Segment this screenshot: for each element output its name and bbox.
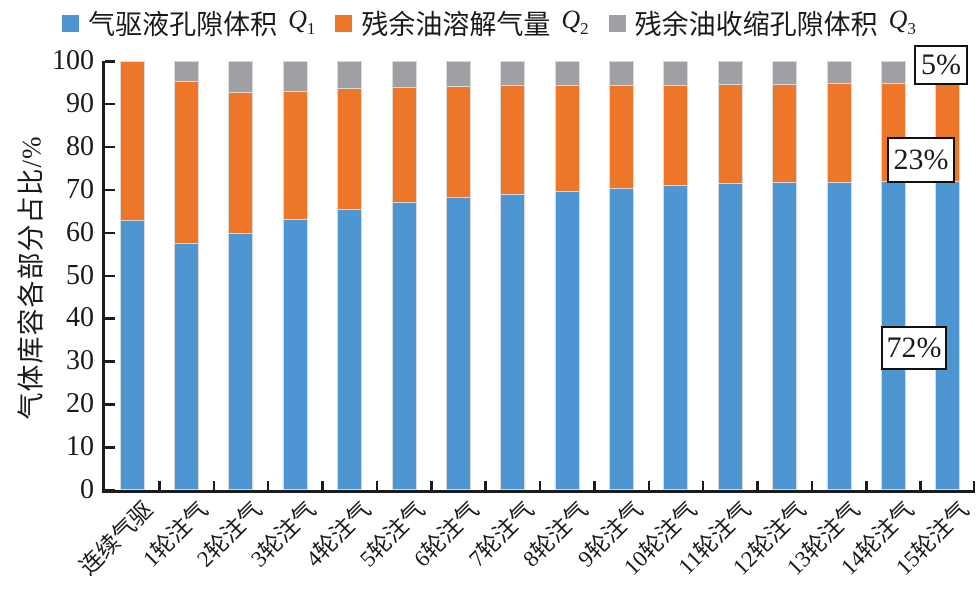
y-axis-tick [105,102,115,106]
bar-segment-series1 [391,201,417,490]
x-axis-tick [375,481,379,490]
legend-label-q1: 气驱液孔隙体积 [88,9,278,40]
x-axis-tick [972,481,975,490]
bar-segment-series2 [282,90,308,220]
x-axis-tick [321,481,324,490]
y-axis-tick [105,60,115,63]
y-axis-tick-label: 30 [66,345,94,377]
legend-symbol-q3: Q3 [888,5,916,38]
x-axis-tick [701,481,705,490]
x-axis-tick [158,481,161,490]
bar-segment-series1 [663,184,689,490]
legend-symbol-q2: Q2 [561,5,589,38]
x-axis-tick [810,481,814,490]
y-axis-tick-label: 90 [66,87,94,119]
bar-segment-series3 [663,61,689,86]
x-axis-tick [212,481,215,490]
bar-segment-series1 [445,197,471,490]
x-axis-tick [538,481,542,490]
legend-swatch-q2-icon [335,14,353,32]
y-axis-tick [105,188,115,192]
bar-segment-series2 [772,83,798,183]
bar-segment-series2 [337,88,363,211]
plot-area [102,60,975,493]
bar-segment-series1 [717,183,743,490]
legend-item-q1: 气驱液孔隙体积 Q1 [62,3,315,42]
bar-segment-series1 [119,219,145,490]
bar-segment-series2 [609,84,635,189]
legend: 气驱液孔隙体积 Q1 残余油溶解气量 Q2 残余油收缩孔隙体积 Q3 [0,4,978,40]
bar-segment-series3 [282,61,308,92]
bar-segment-series1 [609,187,635,490]
bar-segment-series2 [119,61,145,221]
y-axis-tick [105,274,115,277]
legend-label-q3: 残余油收缩孔隙体积 [634,9,878,40]
bar-segment-series1 [826,181,852,490]
bar-segment-series3 [717,61,743,86]
y-axis-tick-label: 10 [66,431,94,463]
bar-segment-series3 [554,61,580,87]
x-axis-tick [647,481,650,490]
y-axis-tick-label: 60 [66,216,94,248]
y-axis-tick-label: 100 [52,45,94,76]
bar-segment-series1 [500,194,526,490]
x-axis-tick [919,481,922,490]
legend-label-q2: 残余油溶解气量 [361,9,551,40]
bar-segment-series2 [228,92,254,234]
bar-segment-series3 [228,61,254,94]
y-axis-tick [105,489,115,492]
y-axis-tick [105,403,115,406]
bar-segment-series2 [445,86,471,198]
bar-segment-series3 [337,61,363,90]
legend-item-q2: 残余油溶解气量 Q2 [335,3,589,42]
legend-item-q3: 残余油收缩孔隙体积 Q3 [608,3,916,42]
x-axis-tick [484,481,487,490]
bar-segment-series3 [772,61,798,85]
annotation-q3-value: 5% [914,45,968,85]
x-axis-tick [430,481,433,490]
legend-symbol-q1: Q1 [288,5,316,38]
bar-segment-series1 [772,181,798,490]
y-axis-tick-label: 0 [80,474,94,505]
bar-segment-series3 [174,61,200,83]
x-axis-tick [266,481,270,490]
x-axis-tick [593,481,596,490]
bar-segment-series2 [174,81,200,245]
bar-segment-series3 [826,61,852,85]
annotation-q2-value: 23% [887,137,955,183]
bar-segment-series2 [717,84,743,185]
bar-segment-series3 [500,61,526,87]
bar-segment-series3 [445,61,471,88]
y-axis-tick-label: 20 [66,388,94,420]
x-axis-tick [756,481,759,490]
y-axis-tick-label: 50 [66,259,94,291]
bar-segment-series3 [391,61,417,89]
y-axis-tick [105,145,115,149]
bar-segment-series2 [554,85,580,192]
bar-segment-series2 [500,85,526,195]
y-axis-tick-label: 70 [66,173,94,205]
x-axis-tick [865,481,868,490]
legend-swatch-q1-icon [62,14,80,32]
bar-segment-series1 [554,190,580,490]
annotation-q1-value: 72% [881,326,947,370]
bar-segment-series1 [174,243,200,490]
bars-container [105,60,975,492]
y-axis-tick [105,231,115,235]
bar-segment-series2 [826,83,852,183]
y-axis-tick-label: 40 [66,302,94,334]
y-axis-tick [105,360,115,363]
bar-segment-series1 [228,232,254,490]
bar-segment-series2 [663,84,689,186]
y-axis-tick-label: 80 [66,130,94,162]
bar-segment-series1 [337,209,363,490]
legend-swatch-q3-icon [608,14,626,32]
bar-segment-series3 [880,61,906,84]
bar-segment-series3 [609,61,635,86]
y-axis-tick [105,317,115,320]
bar-segment-series1 [282,218,308,490]
bar-segment-series2 [391,87,417,203]
y-axis-tick [105,446,115,449]
